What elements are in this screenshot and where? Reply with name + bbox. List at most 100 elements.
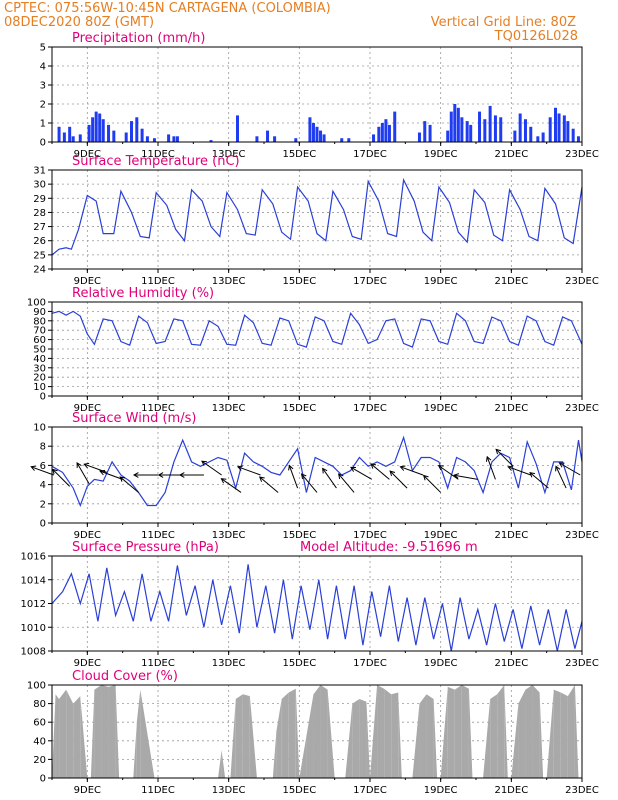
- wind-title: Surface Wind (m/s): [72, 411, 196, 426]
- precip-bar: [478, 111, 482, 142]
- wind-arrow-head: [529, 471, 536, 478]
- cloud-xtick-label: 13DEC: [212, 785, 246, 796]
- wind-arrow: [529, 471, 549, 489]
- cloud-area-segment: [52, 694, 56, 778]
- cloud-ytick-label: 0: [40, 774, 46, 785]
- pressure-xtick-label: 19DEC: [424, 658, 458, 669]
- cloud-area-segment: [276, 698, 282, 778]
- precip-bar: [372, 134, 376, 142]
- cloud-panel: Cloud Cover (%) 0 20 40 60 80 100 9DEC 11DEC 13DE…: [27, 669, 599, 796]
- rh-title: Relative Humidity (%): [72, 286, 214, 301]
- precip-xtick-label: 21DEC: [494, 149, 528, 160]
- wind-arrow-shaft: [350, 466, 373, 480]
- temp-xtick-label: 17DEC: [353, 276, 387, 287]
- wind-arrow: [236, 465, 261, 476]
- precip-ytick-label: 5: [40, 43, 46, 54]
- precip-bar: [548, 117, 552, 142]
- precip-frame: [51, 46, 583, 143]
- wind-arrow-shaft: [322, 468, 337, 489]
- precip-xtick-label: 13DEC: [212, 149, 246, 160]
- wind-xtick-label: 13DEC: [212, 530, 246, 541]
- precip-bar: [523, 119, 527, 142]
- cloud-xtick-label: 17DEC: [353, 785, 387, 796]
- wind-arrow-head: [83, 462, 90, 469]
- temp-line: [51, 177, 583, 256]
- cloud-area-segment: [55, 694, 60, 778]
- precip-bar: [71, 136, 75, 142]
- cloud-area-segment: [299, 736, 307, 778]
- cloud-xtick-label: 15DEC: [282, 785, 316, 796]
- cloud-area-segment: [525, 685, 533, 778]
- rh-xtick-label: 19DEC: [424, 403, 458, 414]
- wind-arrow: [558, 462, 581, 476]
- precip-bar: [140, 128, 144, 142]
- wind-arrow-shaft: [52, 469, 71, 487]
- cloud-area-segment: [327, 689, 335, 778]
- wind-arrow-shaft: [400, 466, 424, 476]
- rh-line: [51, 310, 583, 348]
- precip-ytick-label: 4: [40, 62, 46, 73]
- wind-arrow: [201, 460, 222, 476]
- wind-xtick-label: 19DEC: [424, 530, 458, 541]
- wind-arrow-head: [288, 464, 294, 471]
- cloud-area-segment: [497, 685, 505, 778]
- wind-arrow: [437, 464, 459, 480]
- wind-ytick-label: 0: [40, 519, 46, 530]
- wind-arrow: [51, 468, 71, 487]
- wind-xtick-label: 15DEC: [282, 530, 316, 541]
- precip-bar: [518, 113, 522, 142]
- wind-arrow-head: [389, 470, 396, 477]
- cloud-area-segment: [370, 685, 378, 778]
- cloud-area-segment: [490, 694, 498, 778]
- wind-arrow-head: [51, 468, 58, 475]
- rh-xtick-label: 17DEC: [353, 403, 387, 414]
- cloud-area-segment: [306, 694, 314, 778]
- rh-xtick-label: 23DEC: [565, 403, 599, 414]
- pressure-xtick-label: 21DEC: [494, 658, 528, 669]
- wind-arrow: [258, 476, 279, 493]
- temp-ytick-label: 29: [33, 194, 46, 205]
- precip-bar: [255, 136, 259, 142]
- cloud-xtick-label: 19DEC: [424, 785, 458, 796]
- precip-bar: [465, 121, 469, 142]
- precip-bar: [541, 132, 545, 142]
- wind-arrow: [178, 472, 204, 478]
- cloud-area-segment: [567, 685, 575, 778]
- rh-ytick-label: 10: [33, 382, 46, 393]
- precip-title: Precipitation (mm/h): [72, 31, 205, 46]
- wind-arrow: [288, 464, 299, 489]
- precip-bar: [68, 126, 72, 142]
- wind-arrow-head: [558, 462, 565, 468]
- temp-ytick-label: 25: [33, 250, 46, 261]
- pressure-xtick-label: 11DEC: [141, 658, 175, 669]
- precip-bar: [557, 113, 561, 142]
- cloud-area-segment: [391, 692, 399, 778]
- precip-bar: [529, 126, 533, 142]
- precip-bar: [135, 117, 139, 142]
- wind-arrow-head: [76, 462, 82, 468]
- rh-frame: [51, 301, 583, 397]
- wind-arrow: [132, 472, 158, 478]
- wind-arrow-shaft: [508, 466, 531, 476]
- pressure-ytick-label: 1010: [21, 623, 46, 634]
- pressure-ytick-label: 1016: [21, 552, 46, 563]
- precip-bar: [172, 136, 176, 142]
- wind-arrow-head: [236, 465, 243, 471]
- wind-frame: [51, 426, 583, 524]
- precip-bar: [130, 121, 133, 142]
- cloud-area-segment: [511, 703, 519, 778]
- pressure-title: Surface Pressure (hPa): [72, 540, 219, 555]
- wind-arrow-head: [370, 463, 377, 469]
- wind-arrow: [507, 465, 531, 476]
- precip-bar: [236, 115, 239, 142]
- cloud-area-segment: [454, 685, 462, 778]
- wind-arrow-shaft: [438, 465, 459, 480]
- pressure-xtick-label: 9DEC: [74, 658, 101, 669]
- pressure-xtick-label: 13DEC: [212, 658, 246, 669]
- cloud-area-segment: [433, 698, 438, 778]
- precip-bar: [562, 115, 566, 142]
- precip-bar: [347, 138, 351, 142]
- rh-ytick-label: 0: [40, 392, 46, 403]
- precip-bar: [571, 128, 575, 142]
- wind-xtick-label: 17DEC: [353, 530, 387, 541]
